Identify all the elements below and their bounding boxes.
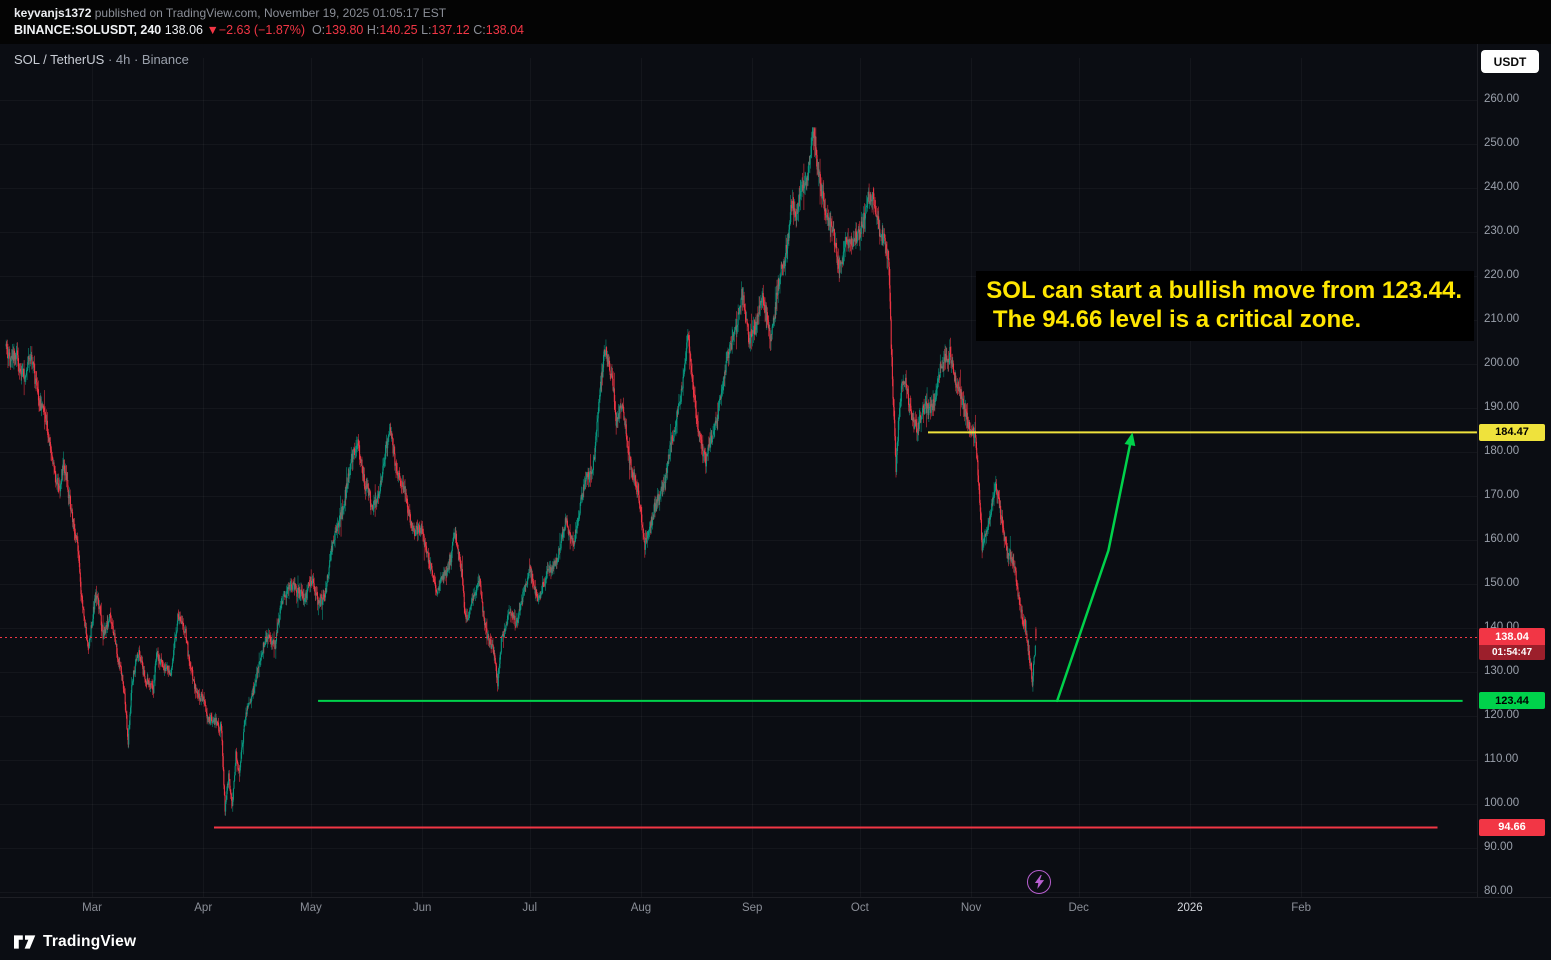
time-axis-label-nov: Nov	[960, 902, 982, 914]
annotation-line-1: SOL can start a bullish move from 123.44…	[986, 277, 1462, 304]
time-axis-label-jun: Jun	[412, 902, 432, 914]
price-axis-tick: 100.00	[1484, 797, 1520, 809]
price-axis-tick: 120.00	[1484, 709, 1520, 721]
price-level-tag-123.44: 123.44	[1479, 692, 1545, 710]
price-axis-tick: 130.00	[1484, 665, 1520, 677]
price-axis-tick: 250.00	[1484, 137, 1520, 149]
price-axis-tick: 230.00	[1484, 225, 1520, 237]
close-value: 138.04	[485, 23, 524, 37]
price-axis-tick: 80.00	[1484, 885, 1513, 897]
currency-toggle-button[interactable]: USDT	[1481, 50, 1539, 73]
time-axis-label-may: May	[299, 902, 322, 914]
time-axis-label-aug: Aug	[630, 902, 652, 914]
chart-title-symbol: SOL / TetherUS	[14, 52, 105, 67]
annotation-line-2: The 94.66 level is a critical zone.	[986, 306, 1362, 333]
time-axis-label-jul: Jul	[522, 902, 538, 914]
price-axis-tick: 180.00	[1484, 445, 1520, 457]
current-price-value: 138.04	[1479, 628, 1545, 646]
price-down-icon: ▼	[206, 23, 219, 37]
time-axis-label-mar: Mar	[82, 902, 102, 914]
price-axis-tick: 150.00	[1484, 577, 1520, 589]
published-header: keyvanjs1372 published on TradingView.co…	[0, 0, 1551, 44]
time-axis-label-dec: Dec	[1068, 902, 1089, 914]
price-axis-tick: 190.00	[1484, 401, 1520, 413]
low-label: L:	[421, 23, 432, 37]
chart-annotation-text: SOL can start a bullish move from 123.44…	[976, 271, 1474, 341]
lightning-bolt-icon	[1034, 875, 1044, 889]
footer-bar: TradingView	[0, 925, 1551, 960]
low-value: 137.12	[431, 23, 470, 37]
price-axis-tick: 110.00	[1484, 753, 1519, 765]
time-axis-label-2026: 2026	[1177, 902, 1203, 914]
open-value: 139.80	[325, 23, 364, 37]
price-axis-tick: 210.00	[1484, 313, 1520, 325]
flash-idea-marker[interactable]	[1027, 870, 1051, 894]
high-label: H:	[366, 23, 380, 37]
chart-title-meta: · 4h · Binance	[104, 52, 189, 67]
price-axis-tick: 200.00	[1484, 357, 1520, 369]
time-axis-label-oct: Oct	[850, 902, 869, 914]
chart-region: SOL / TetherUS · 4h · Binance USDT SOL c…	[0, 44, 1551, 925]
symbol-name: BINANCE:SOLUSDT, 240	[14, 23, 162, 37]
high-value: 140.25	[379, 23, 418, 37]
publish-info-line: keyvanjs1372 published on TradingView.co…	[14, 6, 446, 20]
tradingview-logo[interactable]: TradingView	[14, 933, 136, 951]
price-change: −2.63 (−1.87%)	[218, 23, 305, 37]
candlestick-chart-canvas[interactable]	[0, 44, 1551, 925]
tradingview-wordmark: TradingView	[43, 933, 137, 950]
time-axis-label-feb: Feb	[1291, 902, 1312, 914]
time-axis-label-apr: Apr	[194, 902, 213, 914]
price-axis-tick: 90.00	[1484, 841, 1513, 853]
publish-timestamp: published on TradingView.com, November 1…	[91, 6, 447, 20]
last-price: 138.06	[164, 23, 203, 37]
open-label: O:	[311, 23, 326, 37]
price-axis-tick: 240.00	[1484, 181, 1520, 193]
symbol-ohlc-line: BINANCE:SOLUSDT, 240 138.06 ▼−2.63 (−1.8…	[14, 23, 524, 37]
close-label: C:	[473, 23, 486, 37]
price-level-tag-94.66: 94.66	[1479, 818, 1545, 836]
tradingview-logo-icon	[14, 935, 36, 949]
publisher-name: keyvanjs1372	[14, 6, 92, 20]
price-axis-tick: 160.00	[1484, 533, 1520, 545]
price-level-tag-184.47: 184.47	[1479, 423, 1545, 441]
chart-title: SOL / TetherUS · 4h · Binance	[14, 52, 189, 67]
price-axis-tick: 220.00	[1484, 269, 1520, 281]
time-axis-label-sep: Sep	[741, 902, 763, 914]
price-axis-tick: 260.00	[1484, 93, 1520, 105]
current-price-tag: 138.04 01:54:47	[1479, 628, 1545, 661]
candle-countdown-timer: 01:54:47	[1479, 645, 1545, 661]
price-axis-tick: 170.00	[1484, 489, 1520, 501]
